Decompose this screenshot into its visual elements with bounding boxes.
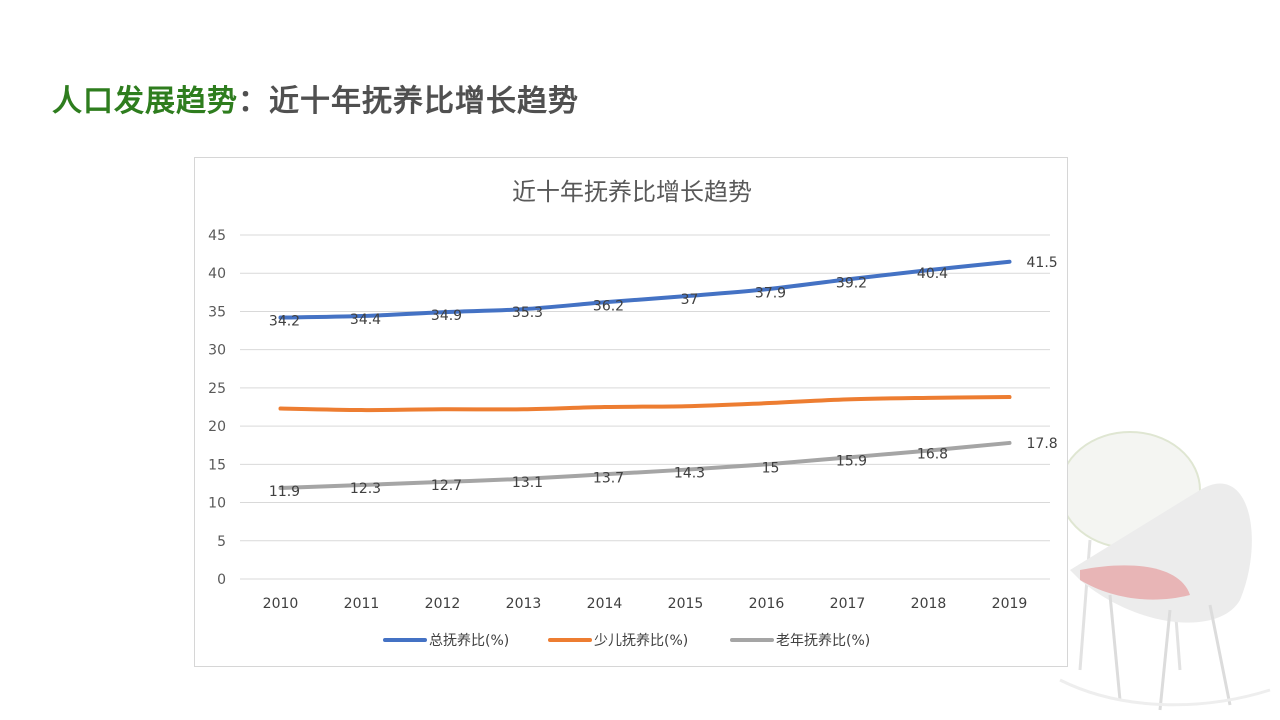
data-label: 16.8 xyxy=(917,447,948,463)
data-label: 36.2 xyxy=(593,298,624,314)
data-label: 15 xyxy=(762,460,780,476)
x-tick-label: 2016 xyxy=(749,596,785,612)
data-label: 37 xyxy=(681,292,699,308)
x-tick-label: 2017 xyxy=(830,596,866,612)
y-tick-label: 40 xyxy=(208,266,226,282)
legend-label: 总抚养比(%) xyxy=(429,633,509,649)
data-label: 35.3 xyxy=(512,305,543,321)
data-label: 34.4 xyxy=(350,312,381,328)
y-tick-label: 35 xyxy=(208,304,226,320)
legend-label: 老年抚养比(%) xyxy=(776,633,870,649)
data-label: 34.2 xyxy=(269,314,300,330)
data-label: 12.3 xyxy=(350,481,381,497)
y-tick-label: 25 xyxy=(208,381,226,397)
data-label: 13.7 xyxy=(593,470,624,486)
y-tick-label: 20 xyxy=(208,419,226,435)
chart-title: 近十年抚养比增长趋势 xyxy=(512,178,752,206)
x-tick-label: 2018 xyxy=(911,596,947,612)
x-tick-label: 2010 xyxy=(263,596,299,612)
series-line-2 xyxy=(278,440,1012,491)
chair-decoration-image xyxy=(1059,431,1271,711)
slide-title-main: 人口发展趋势 xyxy=(52,84,238,119)
data-label: 15.9 xyxy=(836,453,867,469)
y-tick-label: 30 xyxy=(208,343,226,359)
chart-frame: 近十年抚养比增长趋势 0 5 10 15 20 25 30 35 40 45 34.2 34.4 34… xyxy=(194,157,1068,667)
data-label: 14.3 xyxy=(674,466,705,482)
y-tick-label: 45 xyxy=(208,228,226,244)
y-tick-label: 15 xyxy=(208,457,226,473)
series-line-1 xyxy=(278,395,1012,413)
line-chart: 近十年抚养比增长趋势 0 5 10 15 20 25 30 35 40 45 34.2 34.4 34… xyxy=(208,178,1058,649)
x-tick-label: 2011 xyxy=(344,596,380,612)
x-tick-label: 2014 xyxy=(587,596,623,612)
data-label: 40.4 xyxy=(917,266,948,282)
x-tick-label: 2019 xyxy=(992,596,1028,612)
x-tick-label: 2012 xyxy=(425,596,461,612)
x-tick-label: 2015 xyxy=(668,596,704,612)
data-label: 37.9 xyxy=(755,285,786,301)
legend-label: 少儿抚养比(%) xyxy=(594,633,688,649)
y-tick-label: 0 xyxy=(217,572,226,588)
data-label: 12.7 xyxy=(431,478,462,494)
series-line-0 xyxy=(278,259,1012,320)
data-label: 11.9 xyxy=(269,484,300,500)
data-label: 13.1 xyxy=(512,475,543,491)
data-label: 41.5 xyxy=(1027,255,1058,271)
data-label: 34.9 xyxy=(431,308,462,324)
y-tick-label: 5 xyxy=(217,534,226,550)
slide-title-sub: 近十年抚养比增长趋势 xyxy=(269,84,579,119)
x-tick-label: 2013 xyxy=(506,596,542,612)
data-label: 39.2 xyxy=(836,275,867,291)
y-tick-label: 10 xyxy=(208,496,226,512)
slide-title: 人口发展趋势：近十年抚养比增长趋势 xyxy=(52,76,579,120)
data-label: 17.8 xyxy=(1027,436,1058,452)
slide-title-separator: ： xyxy=(238,84,269,119)
